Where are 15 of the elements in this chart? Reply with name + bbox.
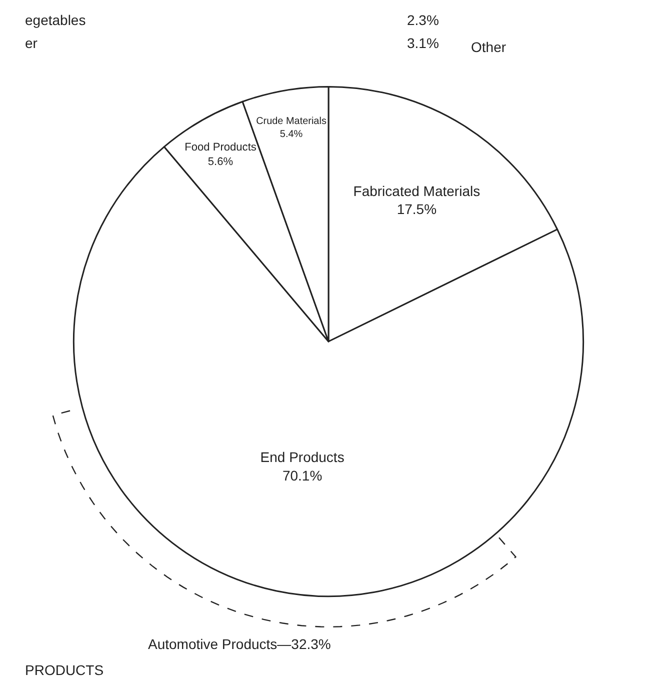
data-label: 5.4% [280, 129, 303, 140]
data-label: 17.5% [396, 201, 437, 218]
text: PRODUCTS [25, 662, 104, 678]
slice-label: End Products [260, 449, 344, 466]
slice-label: Crude Materials [256, 116, 326, 128]
slice-label: Food Products [184, 142, 257, 154]
text: 2.3% [407, 12, 439, 28]
data-label: 5.6% [208, 156, 234, 168]
text: er [25, 35, 38, 51]
data-label: 70.1% [282, 467, 322, 484]
text: Automotive Products—32.3% [148, 636, 331, 652]
text: egetables [25, 12, 86, 28]
slice-label: Fabricated Materials [353, 183, 480, 200]
text: Other [471, 39, 506, 55]
text: 3.1% [407, 35, 439, 51]
